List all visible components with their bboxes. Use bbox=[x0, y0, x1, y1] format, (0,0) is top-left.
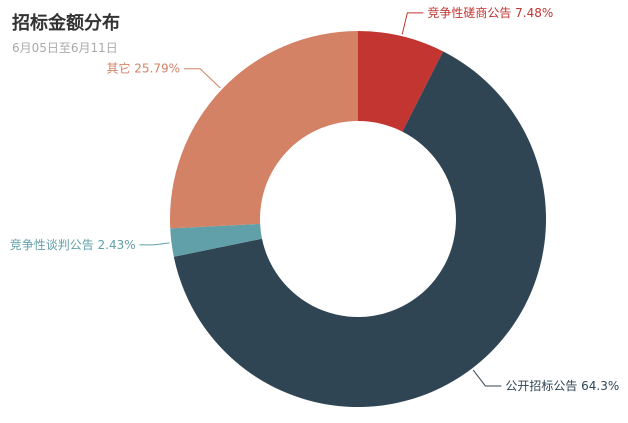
donut-slice[interactable] bbox=[173, 51, 547, 407]
label-leader-line bbox=[184, 68, 221, 89]
label-leader-line bbox=[139, 242, 170, 246]
donut-slice[interactable] bbox=[170, 223, 262, 257]
label-leader-line bbox=[472, 369, 502, 387]
donut-slice[interactable] bbox=[358, 31, 444, 132]
slice-label: 其它 25.79% bbox=[106, 61, 180, 76]
label-leader-line bbox=[401, 12, 424, 35]
chart-subtitle: 6月05日至6月11日 bbox=[12, 41, 118, 55]
slice-labels: 竞争性磋商公告 7.48% 公开招标公告 64.3% 竞争性谈判公告 2.43% 其它… bbox=[10, 5, 620, 393]
donut-slice[interactable] bbox=[170, 31, 358, 229]
slice-label: 竞争性磋商公告 7.48% bbox=[427, 5, 553, 20]
slice-label: 竞争性谈判公告 2.43% bbox=[10, 238, 136, 252]
donut-slices bbox=[170, 31, 547, 407]
slice-label: 公开招标公告 64.3% bbox=[505, 379, 619, 393]
chart-title: 招标金额分布 bbox=[12, 13, 120, 34]
label-leader-lines bbox=[139, 12, 502, 387]
